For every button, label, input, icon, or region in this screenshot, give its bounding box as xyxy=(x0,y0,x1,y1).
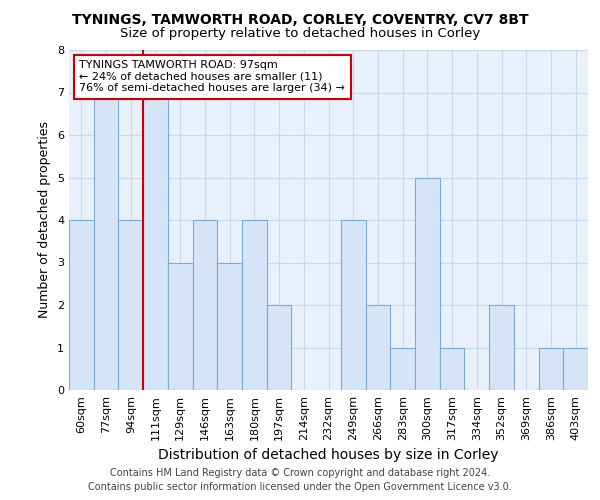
Bar xyxy=(94,92,118,390)
Bar xyxy=(341,220,365,390)
Bar xyxy=(168,262,193,390)
Bar xyxy=(69,220,94,390)
Bar xyxy=(440,348,464,390)
Bar xyxy=(242,220,267,390)
Y-axis label: Number of detached properties: Number of detached properties xyxy=(38,122,52,318)
Bar xyxy=(489,305,514,390)
Bar xyxy=(143,92,168,390)
Bar xyxy=(217,262,242,390)
Bar xyxy=(365,305,390,390)
Bar xyxy=(415,178,440,390)
Text: TYNINGS TAMWORTH ROAD: 97sqm
← 24% of detached houses are smaller (11)
76% of se: TYNINGS TAMWORTH ROAD: 97sqm ← 24% of de… xyxy=(79,60,345,94)
Bar xyxy=(390,348,415,390)
Text: Contains HM Land Registry data © Crown copyright and database right 2024.
Contai: Contains HM Land Registry data © Crown c… xyxy=(88,468,512,492)
Text: TYNINGS, TAMWORTH ROAD, CORLEY, COVENTRY, CV7 8BT: TYNINGS, TAMWORTH ROAD, CORLEY, COVENTRY… xyxy=(71,12,529,26)
Bar xyxy=(563,348,588,390)
Bar xyxy=(193,220,217,390)
Bar xyxy=(267,305,292,390)
Bar xyxy=(539,348,563,390)
Bar xyxy=(118,220,143,390)
Text: Size of property relative to detached houses in Corley: Size of property relative to detached ho… xyxy=(120,28,480,40)
X-axis label: Distribution of detached houses by size in Corley: Distribution of detached houses by size … xyxy=(158,448,499,462)
